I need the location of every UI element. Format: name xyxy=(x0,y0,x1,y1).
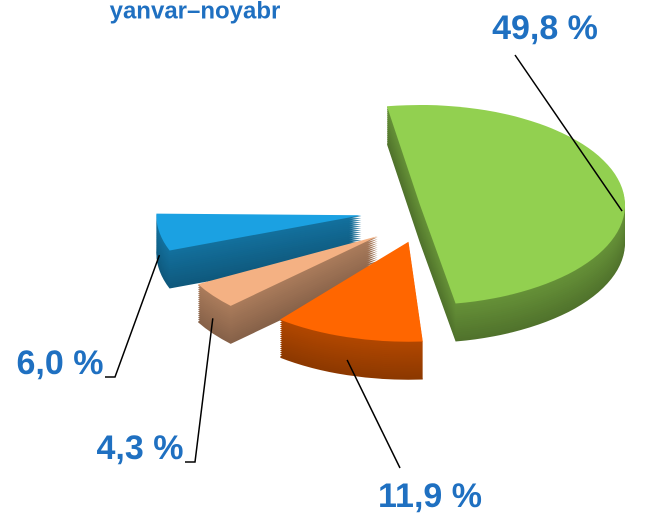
leader-line xyxy=(105,254,161,378)
slice xyxy=(386,105,626,342)
slice-top xyxy=(386,105,625,304)
slice xyxy=(279,241,423,380)
slice xyxy=(197,236,378,344)
slice-top xyxy=(197,236,378,306)
data-label: 4,3 % xyxy=(97,429,184,467)
data-label: 49,8 % xyxy=(492,9,598,47)
leader-line xyxy=(514,54,623,212)
chart-title: yanvar–noyabr xyxy=(110,0,281,24)
leader-line xyxy=(346,359,401,469)
slice-top xyxy=(279,241,423,342)
slice-top xyxy=(156,213,362,251)
leader-line xyxy=(185,318,214,463)
data-label: 6,0 % xyxy=(17,344,104,382)
data-label: 11,9 % xyxy=(378,477,482,515)
